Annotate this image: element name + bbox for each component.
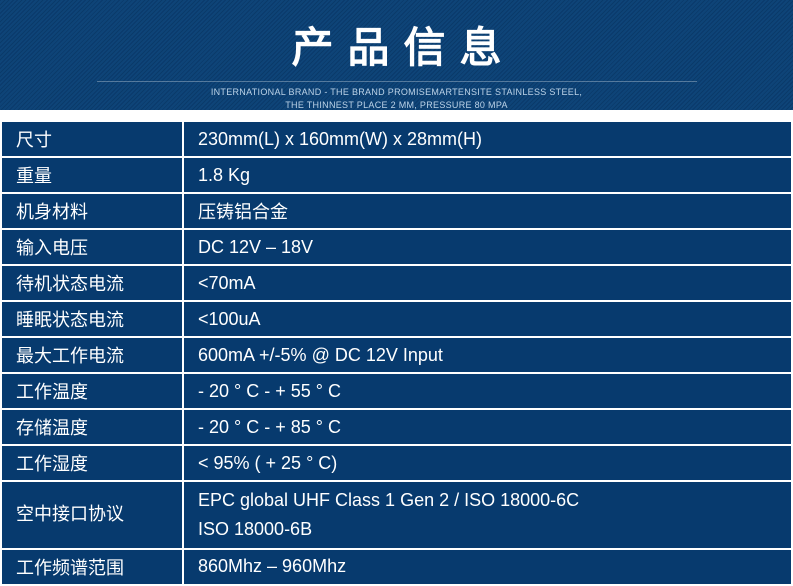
table-row: 最大工作电流600mA +/-5% @ DC 12V Input bbox=[1, 337, 792, 373]
table-row: 存储温度- 20 ° C - + 85 ° C bbox=[1, 409, 792, 445]
spacer bbox=[0, 110, 793, 120]
spec-label: 睡眠状态电流 bbox=[1, 301, 183, 337]
table-row: 尺寸230mm(L) x 160mm(W) x 28mm(H) bbox=[1, 121, 792, 157]
table-row: 睡眠状态电流<100uA bbox=[1, 301, 792, 337]
spec-label: 工作湿度 bbox=[1, 445, 183, 481]
spec-value: 1.8 Kg bbox=[183, 157, 792, 193]
header-divider bbox=[97, 81, 697, 82]
spec-label: 空中接口协议 bbox=[1, 481, 183, 549]
spec-label: 重量 bbox=[1, 157, 183, 193]
spec-label: 待机状态电流 bbox=[1, 265, 183, 301]
table-row: 工作频谱范围860Mhz – 960Mhz bbox=[1, 549, 792, 585]
spec-value: 压铸铝合金 bbox=[183, 193, 792, 229]
spec-value: <70mA bbox=[183, 265, 792, 301]
page-title: 产品信息 bbox=[0, 14, 793, 75]
spec-label: 存储温度 bbox=[1, 409, 183, 445]
spec-value: DC 12V – 18V bbox=[183, 229, 792, 265]
table-row: 输入电压DC 12V – 18V bbox=[1, 229, 792, 265]
spec-label: 输入电压 bbox=[1, 229, 183, 265]
table-row: 空中接口协议EPC global UHF Class 1 Gen 2 / ISO… bbox=[1, 481, 792, 549]
spec-value: EPC global UHF Class 1 Gen 2 / ISO 18000… bbox=[183, 481, 792, 549]
spec-label: 工作频谱范围 bbox=[1, 549, 183, 585]
header-subtitle-1: INTERNATIONAL BRAND - THE BRAND PROMISEM… bbox=[0, 86, 793, 99]
spec-value: - 20 ° C - + 55 ° C bbox=[183, 373, 792, 409]
spec-table: 尺寸230mm(L) x 160mm(W) x 28mm(H)重量1.8 Kg机… bbox=[0, 120, 793, 586]
spec-value: 600mA +/-5% @ DC 12V Input bbox=[183, 337, 792, 373]
spec-label: 机身材料 bbox=[1, 193, 183, 229]
spec-value: - 20 ° C - + 85 ° C bbox=[183, 409, 792, 445]
spec-value: < 95% ( + 25 ° C) bbox=[183, 445, 792, 481]
table-row: 工作湿度< 95% ( + 25 ° C) bbox=[1, 445, 792, 481]
table-row: 重量1.8 Kg bbox=[1, 157, 792, 193]
spec-label: 最大工作电流 bbox=[1, 337, 183, 373]
header-banner: 产品信息 INTERNATIONAL BRAND - THE BRAND PRO… bbox=[0, 0, 793, 110]
table-row: 待机状态电流<70mA bbox=[1, 265, 792, 301]
table-row: 机身材料压铸铝合金 bbox=[1, 193, 792, 229]
spec-value: 230mm(L) x 160mm(W) x 28mm(H) bbox=[183, 121, 792, 157]
spec-label: 尺寸 bbox=[1, 121, 183, 157]
spec-value: 860Mhz – 960Mhz bbox=[183, 549, 792, 585]
table-row: 工作温度- 20 ° C - + 55 ° C bbox=[1, 373, 792, 409]
spec-value: <100uA bbox=[183, 301, 792, 337]
spec-label: 工作温度 bbox=[1, 373, 183, 409]
